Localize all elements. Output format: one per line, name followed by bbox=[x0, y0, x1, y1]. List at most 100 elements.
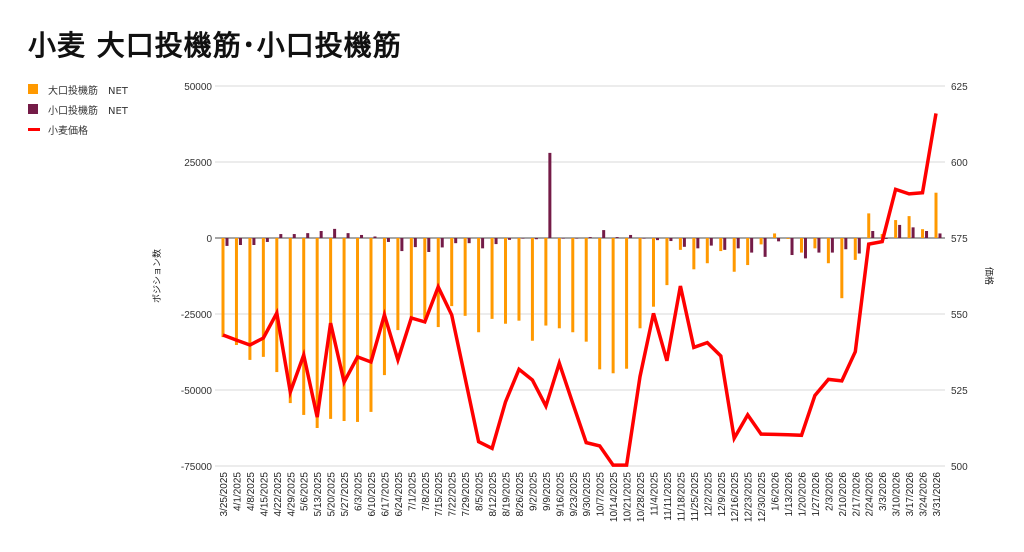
x-tick-label: 8/5/2025 bbox=[475, 472, 486, 511]
legend-item-small: 小口投機筋 NET bbox=[28, 99, 128, 119]
bar-large bbox=[423, 238, 427, 319]
x-tick-label: 7/8/2025 bbox=[421, 472, 432, 511]
x-tick-label: 8/19/2025 bbox=[502, 472, 513, 517]
x-tick-label: 8/12/2025 bbox=[488, 472, 499, 517]
legend: 大口投機筋 NET 小口投機筋 NET 小麦価格 bbox=[28, 79, 128, 139]
bar-small bbox=[602, 230, 606, 238]
x-tick-label: 1/13/2026 bbox=[784, 472, 795, 517]
bar-small bbox=[225, 238, 229, 246]
bar-small bbox=[655, 238, 659, 241]
bar-large bbox=[826, 238, 830, 264]
x-tick-label: 9/30/2025 bbox=[582, 472, 593, 517]
y2-tick-label: 625 bbox=[951, 82, 968, 93]
bar-small bbox=[575, 238, 579, 239]
legend-item-price: 小麦価格 bbox=[28, 119, 128, 139]
bar-large bbox=[275, 238, 279, 373]
x-tick-label: 10/28/2025 bbox=[636, 472, 647, 522]
x-tick-label: 11/18/2025 bbox=[676, 472, 687, 522]
bar-large bbox=[638, 238, 642, 329]
x-tick-label: 12/9/2025 bbox=[717, 472, 728, 517]
price-line bbox=[222, 113, 938, 467]
x-tick-label: 9/23/2025 bbox=[569, 472, 580, 517]
bar-small bbox=[898, 224, 902, 238]
legend-swatch-price bbox=[28, 127, 40, 131]
x-tick-label: 6/3/2025 bbox=[354, 472, 365, 511]
bar-small bbox=[844, 238, 848, 250]
legend-label-price: 小麦価格 bbox=[48, 125, 88, 137]
bar-small bbox=[750, 238, 754, 253]
bar-small bbox=[454, 238, 458, 244]
bar-small bbox=[333, 228, 337, 238]
bar-large bbox=[356, 238, 360, 422]
x-tick-label: 7/1/2025 bbox=[407, 472, 418, 511]
bar-small bbox=[548, 152, 552, 238]
x-tick-label: 5/27/2025 bbox=[340, 472, 351, 517]
x-tick-label: 7/22/2025 bbox=[448, 472, 459, 517]
bar-small bbox=[534, 238, 538, 240]
bar-small bbox=[373, 236, 377, 238]
bar-small bbox=[709, 238, 713, 246]
x-tick-label: 1/6/2026 bbox=[771, 472, 782, 511]
x-tick-label: 11/25/2025 bbox=[690, 472, 701, 522]
bar-large bbox=[853, 238, 857, 260]
bar-large bbox=[490, 238, 494, 319]
bar-small bbox=[561, 238, 565, 239]
bar-large bbox=[934, 192, 938, 238]
x-tick-label: 12/16/2025 bbox=[730, 472, 741, 522]
x-tick-label: 9/16/2025 bbox=[555, 472, 566, 517]
bar-small bbox=[521, 238, 525, 239]
legend-swatch-large bbox=[28, 84, 38, 94]
x-tick-label: 6/10/2025 bbox=[367, 472, 378, 517]
bar-large bbox=[773, 233, 777, 238]
bar-large bbox=[477, 238, 481, 333]
bar-small bbox=[494, 238, 498, 245]
bar-large bbox=[705, 238, 709, 264]
x-tick-label: 4/1/2025 bbox=[232, 472, 243, 511]
bar-small bbox=[279, 234, 283, 238]
x-tick-label: 3/31/2026 bbox=[932, 472, 943, 517]
x-tick-label: 1/27/2026 bbox=[811, 472, 822, 517]
x-tick-label: 6/17/2025 bbox=[380, 472, 391, 517]
y2-tick-label: 575 bbox=[951, 234, 968, 245]
x-tick-label: 4/15/2025 bbox=[259, 472, 270, 517]
bar-large bbox=[678, 238, 682, 250]
bar-large bbox=[504, 238, 508, 324]
x-tick-label: 9/2/2025 bbox=[528, 472, 539, 511]
bar-small bbox=[763, 238, 767, 257]
bar-small bbox=[292, 234, 296, 238]
bar-large bbox=[288, 238, 292, 404]
bar-large bbox=[530, 238, 534, 341]
x-tick-label: 2/3/2026 bbox=[824, 472, 835, 511]
bar-small bbox=[736, 238, 740, 249]
bar-small bbox=[508, 238, 512, 240]
x-tick-label: 11/4/2025 bbox=[649, 472, 660, 516]
bar-small bbox=[265, 238, 269, 242]
x-tick-label: 3/3/2026 bbox=[878, 472, 889, 511]
bar-small bbox=[615, 237, 619, 238]
bar-large bbox=[302, 238, 306, 415]
bar-large bbox=[557, 238, 561, 329]
bar-small bbox=[723, 238, 727, 250]
bar-small bbox=[588, 237, 592, 238]
bar-large bbox=[651, 238, 655, 307]
bar-large bbox=[382, 238, 386, 376]
x-tick-label: 5/13/2025 bbox=[313, 472, 324, 517]
bar-large bbox=[759, 238, 763, 245]
x-tick-label: 1/20/2026 bbox=[797, 472, 808, 517]
bar-small bbox=[884, 238, 888, 239]
bar-small bbox=[938, 233, 942, 238]
bar-small bbox=[629, 234, 633, 238]
bar-small bbox=[682, 238, 686, 247]
bar-large bbox=[894, 220, 898, 238]
bar-small bbox=[400, 238, 404, 252]
x-tick-label: 3/25/2025 bbox=[219, 472, 230, 517]
x-tick-label: 10/14/2025 bbox=[609, 472, 620, 522]
bar-large bbox=[517, 238, 521, 321]
y-tick-label: 50000 bbox=[184, 82, 212, 93]
x-tick-label: 5/20/2025 bbox=[327, 472, 338, 517]
bar-small bbox=[467, 238, 471, 244]
bar-small bbox=[817, 238, 821, 253]
bar-small bbox=[440, 238, 444, 248]
bar-large bbox=[248, 238, 252, 360]
